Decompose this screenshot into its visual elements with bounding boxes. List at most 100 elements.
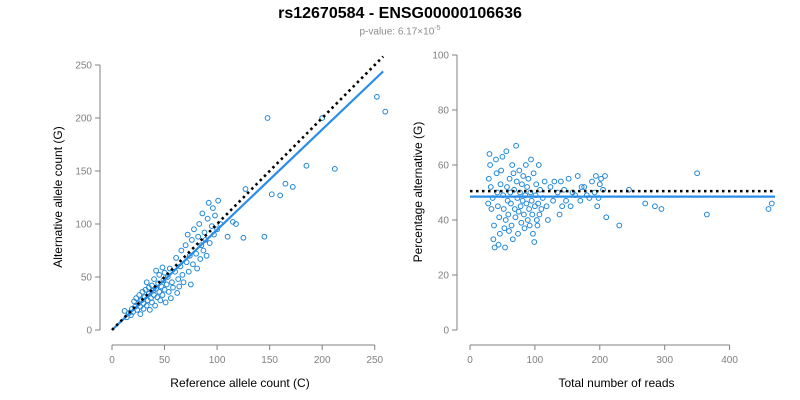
data-point — [319, 115, 326, 121]
data-point — [157, 297, 164, 304]
data-point — [185, 268, 192, 275]
data-point — [567, 203, 574, 210]
data-point — [491, 222, 497, 229]
data-point — [520, 211, 527, 218]
data-point — [206, 240, 213, 246]
data-point — [511, 206, 518, 212]
data-point — [519, 197, 526, 204]
data-point — [487, 184, 494, 190]
data-point — [502, 244, 508, 251]
data-point — [499, 153, 506, 160]
data-point — [214, 226, 220, 233]
data-point — [528, 197, 535, 204]
data-point — [163, 281, 170, 288]
data-point — [485, 175, 492, 182]
data-point — [589, 178, 595, 185]
data-point — [174, 290, 181, 296]
data-point — [152, 302, 158, 309]
chart-subtitle: p-value: 6.17×10-5 — [0, 25, 800, 37]
data-point — [188, 237, 195, 243]
y-tick-label: 200 — [75, 114, 92, 125]
y-tick-label: 100 — [75, 220, 92, 231]
data-point — [598, 175, 604, 182]
data-point — [515, 208, 522, 215]
y-tick-label: 0 — [86, 326, 92, 337]
data-point — [513, 178, 520, 185]
x-tick-label: 200 — [591, 355, 608, 366]
data-point — [195, 233, 202, 240]
data-point — [559, 203, 566, 210]
data-point — [175, 276, 182, 283]
y-tick-label: 250 — [75, 61, 92, 72]
data-point — [282, 180, 289, 187]
data-point — [137, 311, 144, 318]
data-point — [507, 189, 514, 196]
data-point — [513, 142, 519, 149]
data-point — [574, 173, 581, 179]
data-point — [578, 184, 585, 190]
data-point — [523, 200, 530, 207]
data-point — [143, 302, 150, 309]
data-point — [197, 256, 204, 262]
data-point — [493, 170, 500, 177]
allele-count-plot: 0 50 100 150 200 250 0 50 100 150 200 250 Reference … — [51, 55, 389, 390]
data-point — [198, 242, 205, 249]
data-point — [528, 156, 534, 163]
data-point — [180, 279, 187, 286]
data-point — [626, 186, 632, 193]
y-tick-label: 0 — [443, 326, 449, 337]
data-point — [768, 200, 775, 207]
data-point — [303, 162, 310, 169]
data-point — [526, 206, 532, 212]
data-point — [331, 165, 338, 172]
data-point — [199, 210, 206, 217]
data-point — [535, 162, 542, 168]
data-point — [487, 162, 494, 168]
data-point — [242, 186, 249, 192]
data-point — [268, 191, 275, 198]
data-point — [508, 222, 515, 229]
data-point — [561, 186, 567, 193]
data-point — [215, 197, 222, 204]
data-point — [591, 189, 598, 196]
data-point — [543, 203, 550, 210]
data-point — [642, 200, 649, 207]
data-point — [554, 189, 561, 196]
data-point — [507, 200, 514, 207]
data-point — [509, 162, 516, 168]
data-point — [173, 255, 180, 261]
data-point — [133, 295, 140, 302]
data-point — [500, 206, 507, 212]
y-tick-label: 20 — [438, 271, 450, 282]
x-tick-label: 250 — [366, 355, 383, 366]
data-point — [703, 211, 710, 218]
data-point — [525, 175, 532, 182]
data-point — [162, 299, 169, 306]
data-point — [156, 271, 163, 278]
data-point — [153, 267, 160, 274]
data-point — [504, 197, 511, 204]
data-point — [518, 219, 525, 226]
x-tick-label: 200 — [314, 355, 331, 366]
data-point — [526, 222, 533, 229]
data-point — [209, 205, 216, 212]
data-point — [485, 200, 492, 207]
data-point — [240, 234, 247, 241]
p-value-prefix: p-value: — [359, 26, 398, 38]
data-point — [616, 222, 623, 229]
data-point — [182, 242, 189, 249]
data-point — [194, 265, 201, 272]
data-point — [537, 186, 543, 193]
data-point — [178, 247, 185, 254]
data-point — [592, 173, 599, 179]
chart-title: rs12670584 - ENSG00000106636 — [278, 5, 522, 22]
x-tick-label: 300 — [656, 355, 673, 366]
data-point — [179, 271, 186, 278]
y-axis-label: Alternative allele count (G) — [51, 126, 65, 267]
data-point — [541, 178, 548, 185]
data-point — [602, 173, 608, 179]
x-tick-label: 400 — [721, 355, 738, 366]
data-point — [224, 233, 231, 240]
data-point — [170, 284, 176, 291]
x-tick-label: 0 — [467, 355, 473, 366]
